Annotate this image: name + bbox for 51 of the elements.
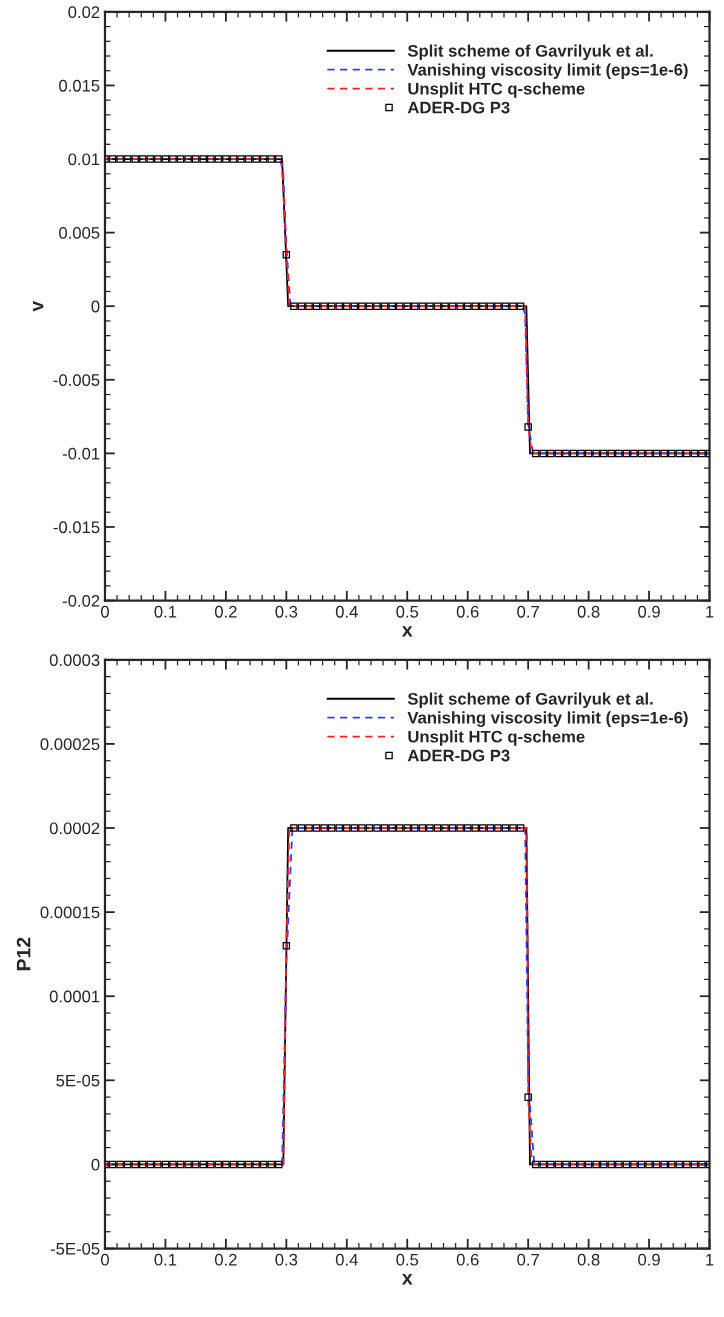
x-tick-label: 0.2 xyxy=(214,1253,237,1266)
x-tick-label: 0.7 xyxy=(517,1253,539,1266)
y-tick-label: 0.0002 xyxy=(49,822,100,835)
y-tick-label: -0.01 xyxy=(62,447,100,460)
x-tick-label: 1 xyxy=(706,606,714,618)
y-tick-label: 0.0001 xyxy=(49,990,100,1003)
legend-label: Vanishing viscosity limit (eps=1e-6) xyxy=(407,63,688,79)
x-tick-label: 0.5 xyxy=(396,1253,419,1266)
x-tick-label: 0.1 xyxy=(154,1253,177,1266)
legend-label: Unsplit HTC q-scheme xyxy=(408,730,585,746)
x-axis-title: x xyxy=(401,1274,413,1285)
y-tick-label: -0.005 xyxy=(53,374,100,386)
x-tick-label: 0.9 xyxy=(638,1253,660,1266)
legend-label: ADER-DG P3 xyxy=(407,749,510,762)
legend-label: Split scheme of Gavrilyuk et al. xyxy=(407,44,653,61)
y-tick-label: 0.0003 xyxy=(49,654,100,667)
y-tick-label: 0.005 xyxy=(59,227,100,239)
x-tick-label: 0.8 xyxy=(577,1253,600,1266)
x-tick-label: 0.3 xyxy=(275,605,298,618)
x-tick-label: 0 xyxy=(101,605,109,618)
y-axis-title: P12 xyxy=(16,937,31,971)
x-tick-label: 0.9 xyxy=(638,605,660,618)
y-tick-label: 0.01 xyxy=(68,153,100,166)
x-tick-label: 0.4 xyxy=(335,1253,358,1266)
y-tick-label: 5E-05 xyxy=(56,1074,100,1087)
y-tick-label: 0.02 xyxy=(68,6,100,19)
x-tick-label: 0.4 xyxy=(335,605,358,618)
legend-label: ADER-DG P3 xyxy=(407,101,510,114)
x-tick-label: 0.8 xyxy=(577,605,600,618)
x-tick-label: 0.1 xyxy=(154,605,177,618)
y-tick-label: 0.015 xyxy=(59,79,100,92)
x-tick-label: 0.6 xyxy=(456,605,479,618)
x-tick-label: 0 xyxy=(101,1253,109,1266)
x-tick-label: 1 xyxy=(706,1253,714,1266)
y-tick-label: 0.00015 xyxy=(40,906,100,919)
legend-label: Vanishing viscosity limit (eps=1e-6) xyxy=(407,711,688,727)
y-tick-label: 0.00025 xyxy=(40,738,100,751)
legend-label: Unsplit HTC q-scheme xyxy=(408,82,585,98)
x-tick-label: 0.5 xyxy=(396,605,419,618)
y-axis-title: v xyxy=(33,300,44,312)
x-axis-title: x xyxy=(401,626,413,637)
y-tick-label: -0.02 xyxy=(62,594,100,607)
y-tick-label: -5E-05 xyxy=(50,1242,100,1255)
x-tick-label: 0.6 xyxy=(456,1253,479,1266)
y-tick-label: 0 xyxy=(91,300,100,313)
x-tick-label: 0.2 xyxy=(214,605,237,618)
legend-label: Split scheme of Gavrilyuk et al. xyxy=(407,692,653,709)
x-tick-label: 0.3 xyxy=(275,1253,298,1266)
y-tick-label: 0 xyxy=(91,1158,100,1171)
x-tick-label: 0.7 xyxy=(517,605,539,618)
y-tick-label: -0.015 xyxy=(53,521,100,534)
